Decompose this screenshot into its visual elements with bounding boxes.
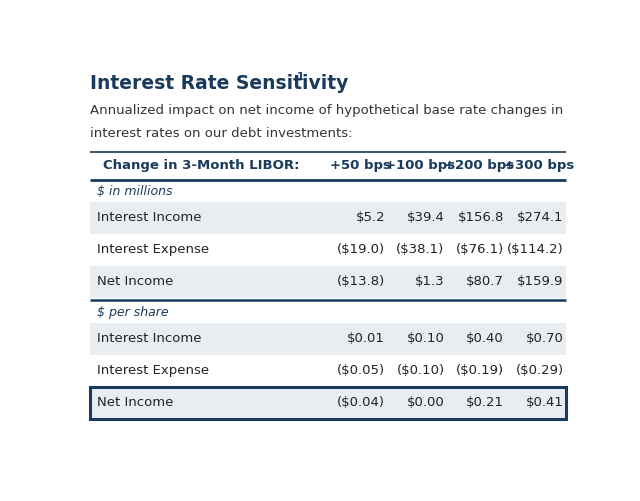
Text: Net Income: Net Income — [97, 275, 173, 288]
Text: ($0.04): ($0.04) — [337, 396, 385, 409]
Text: $0.70: $0.70 — [525, 332, 564, 345]
Text: $1.3: $1.3 — [415, 275, 445, 288]
Text: ($38.1): ($38.1) — [396, 243, 445, 256]
Text: Change in 3-Month LIBOR:: Change in 3-Month LIBOR: — [103, 159, 300, 172]
Text: 1: 1 — [297, 72, 305, 82]
Text: +200 bps: +200 bps — [444, 159, 515, 172]
Text: interest rates on our debt investments:: interest rates on our debt investments: — [90, 127, 353, 140]
Text: ($0.05): ($0.05) — [337, 364, 385, 377]
Text: ($76.1): ($76.1) — [456, 243, 504, 256]
Text: $ per share: $ per share — [97, 306, 169, 319]
Text: $0.41: $0.41 — [525, 396, 564, 409]
Bar — [90, 323, 566, 355]
Text: $0.10: $0.10 — [406, 332, 445, 345]
Text: ($13.8): ($13.8) — [337, 275, 385, 288]
Text: ($0.29): ($0.29) — [515, 364, 564, 377]
Text: $39.4: $39.4 — [406, 211, 445, 224]
Bar — [90, 266, 566, 298]
Bar — [90, 355, 566, 387]
Text: Annualized impact on net income of hypothetical base rate changes in: Annualized impact on net income of hypot… — [90, 105, 563, 117]
Text: $0.00: $0.00 — [407, 396, 445, 409]
Text: $156.8: $156.8 — [458, 211, 504, 224]
Text: ($19.0): ($19.0) — [337, 243, 385, 256]
Text: $0.01: $0.01 — [347, 332, 385, 345]
Bar — [90, 233, 566, 266]
Text: $274.1: $274.1 — [517, 211, 564, 224]
Text: Interest Expense: Interest Expense — [97, 243, 209, 256]
Text: $80.7: $80.7 — [466, 275, 504, 288]
Text: +100 bps: +100 bps — [385, 159, 455, 172]
Text: Net Income: Net Income — [97, 396, 173, 409]
Text: $0.21: $0.21 — [466, 396, 504, 409]
Text: +50 bps: +50 bps — [330, 159, 390, 172]
Bar — [90, 387, 566, 419]
Text: +300 bps: +300 bps — [504, 159, 574, 172]
Text: $5.2: $5.2 — [355, 211, 385, 224]
Bar — [90, 202, 566, 233]
Text: ($0.10): ($0.10) — [396, 364, 445, 377]
Text: $ in millions: $ in millions — [97, 185, 173, 198]
Bar — [90, 387, 566, 419]
Text: $0.40: $0.40 — [467, 332, 504, 345]
Text: Interest Income: Interest Income — [97, 332, 202, 345]
Text: Interest Expense: Interest Expense — [97, 364, 209, 377]
Text: ($114.2): ($114.2) — [507, 243, 564, 256]
Text: Interest Rate Sensitivity: Interest Rate Sensitivity — [90, 74, 348, 93]
Text: Interest Income: Interest Income — [97, 211, 202, 224]
Text: ($0.19): ($0.19) — [456, 364, 504, 377]
Text: $159.9: $159.9 — [517, 275, 564, 288]
